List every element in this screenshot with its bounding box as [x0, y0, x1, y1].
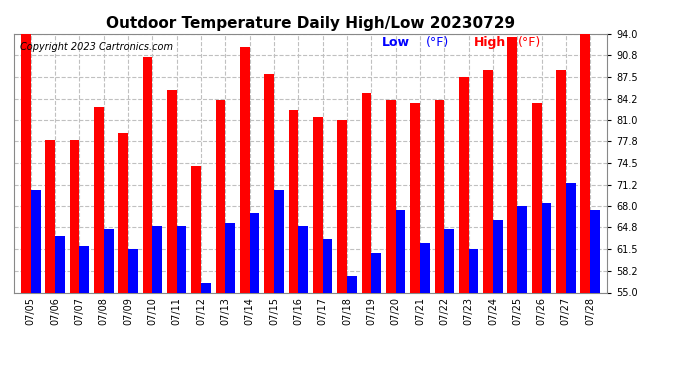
- Bar: [411, 104, 420, 292]
- Bar: [55, 236, 65, 292]
- Bar: [191, 166, 201, 292]
- Bar: [46, 140, 55, 292]
- Bar: [21, 34, 31, 292]
- Bar: [542, 203, 551, 292]
- Bar: [201, 282, 210, 292]
- Bar: [469, 249, 478, 292]
- Bar: [128, 249, 138, 292]
- Text: (°F): (°F): [426, 36, 449, 50]
- Bar: [532, 104, 542, 292]
- Bar: [371, 253, 381, 292]
- Bar: [226, 223, 235, 292]
- Bar: [518, 206, 527, 292]
- Bar: [70, 140, 79, 292]
- Bar: [386, 100, 395, 292]
- Bar: [420, 243, 430, 292]
- Bar: [79, 246, 89, 292]
- Bar: [493, 219, 502, 292]
- Bar: [444, 230, 454, 292]
- Bar: [298, 226, 308, 292]
- Bar: [337, 120, 347, 292]
- Bar: [483, 70, 493, 292]
- Bar: [362, 93, 371, 292]
- Text: Copyright 2023 Cartronics.com: Copyright 2023 Cartronics.com: [20, 42, 172, 51]
- Bar: [580, 34, 590, 292]
- Bar: [459, 77, 469, 292]
- Bar: [152, 226, 162, 292]
- Bar: [250, 213, 259, 292]
- Bar: [556, 70, 566, 292]
- Bar: [313, 117, 323, 292]
- Bar: [216, 100, 226, 292]
- Bar: [94, 107, 104, 292]
- Bar: [590, 210, 600, 292]
- Bar: [288, 110, 298, 292]
- Bar: [566, 183, 575, 292]
- Bar: [264, 74, 274, 292]
- Bar: [507, 37, 518, 292]
- Bar: [143, 57, 152, 292]
- Bar: [177, 226, 186, 292]
- Bar: [119, 133, 128, 292]
- Bar: [240, 47, 250, 292]
- Bar: [347, 276, 357, 292]
- Bar: [435, 100, 444, 292]
- Bar: [31, 190, 41, 292]
- Bar: [167, 90, 177, 292]
- Text: Low: Low: [382, 36, 410, 50]
- Text: (°F): (°F): [518, 36, 542, 50]
- Text: High: High: [474, 36, 506, 50]
- Bar: [104, 230, 114, 292]
- Bar: [395, 210, 405, 292]
- Title: Outdoor Temperature Daily High/Low 20230729: Outdoor Temperature Daily High/Low 20230…: [106, 16, 515, 31]
- Bar: [274, 190, 284, 292]
- Bar: [323, 239, 333, 292]
